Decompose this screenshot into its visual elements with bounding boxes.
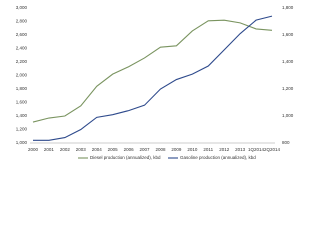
- y-tick-label: 2,400: [16, 46, 28, 51]
- x-tick-label: 2000: [28, 147, 39, 152]
- legend-label: Diesel production (annualized), kbd: [90, 155, 161, 160]
- series-line: [33, 15, 273, 141]
- x-tick-label: 2Q2014: [264, 147, 281, 152]
- x-tick-label: 2006: [124, 147, 135, 152]
- x-tick-label: 2005: [108, 147, 119, 152]
- y2-tick-label: 1,400: [282, 59, 294, 64]
- x-tick-label: 2012: [219, 147, 230, 152]
- x-tick-label: 1Q2014: [248, 147, 265, 152]
- y-tick-label: 1,000: [16, 140, 28, 145]
- x-tick-label: 2013: [235, 147, 246, 152]
- y-tick-label: 1,200: [16, 127, 28, 132]
- y-tick-label: 1,600: [16, 100, 28, 105]
- x-tick-label: 2009: [171, 147, 182, 152]
- y-tick-label: 2,800: [16, 19, 28, 24]
- x-tick-label: 2001: [44, 147, 55, 152]
- chart: 1,000 1,200 1,400 1,600 1,800 2,000 2,200 2,400…: [16, 5, 294, 160]
- series-line: [32, 19, 273, 123]
- y2-tick-label: 800: [282, 140, 290, 145]
- x-tick-label: 2010: [187, 147, 198, 152]
- x-tick-label: 2007: [140, 147, 151, 152]
- y2-tick-label: 1,600: [282, 32, 294, 37]
- y-tick-label: 2,200: [16, 59, 28, 64]
- x-tick-label: 2004: [92, 147, 103, 152]
- x-tick-label: 2011: [203, 147, 213, 152]
- y2-tick-label: 1,800: [282, 5, 294, 10]
- x-tick-label: 2002: [60, 147, 71, 152]
- x-tick-label: 2008: [155, 147, 166, 152]
- y-tick-label: 3,000: [16, 5, 28, 10]
- y2-tick-label: 1,200: [282, 86, 294, 91]
- y-tick-label: 2,600: [16, 32, 28, 37]
- legend-label: Gasoline production (annualized), kbd: [180, 155, 256, 160]
- y-tick-label: 1,400: [16, 113, 28, 118]
- y-tick-label: 2,000: [16, 73, 28, 78]
- y-tick-label: 1,800: [16, 86, 28, 91]
- y2-tick-label: 1,000: [282, 113, 294, 118]
- x-tick-label: 2003: [76, 147, 87, 152]
